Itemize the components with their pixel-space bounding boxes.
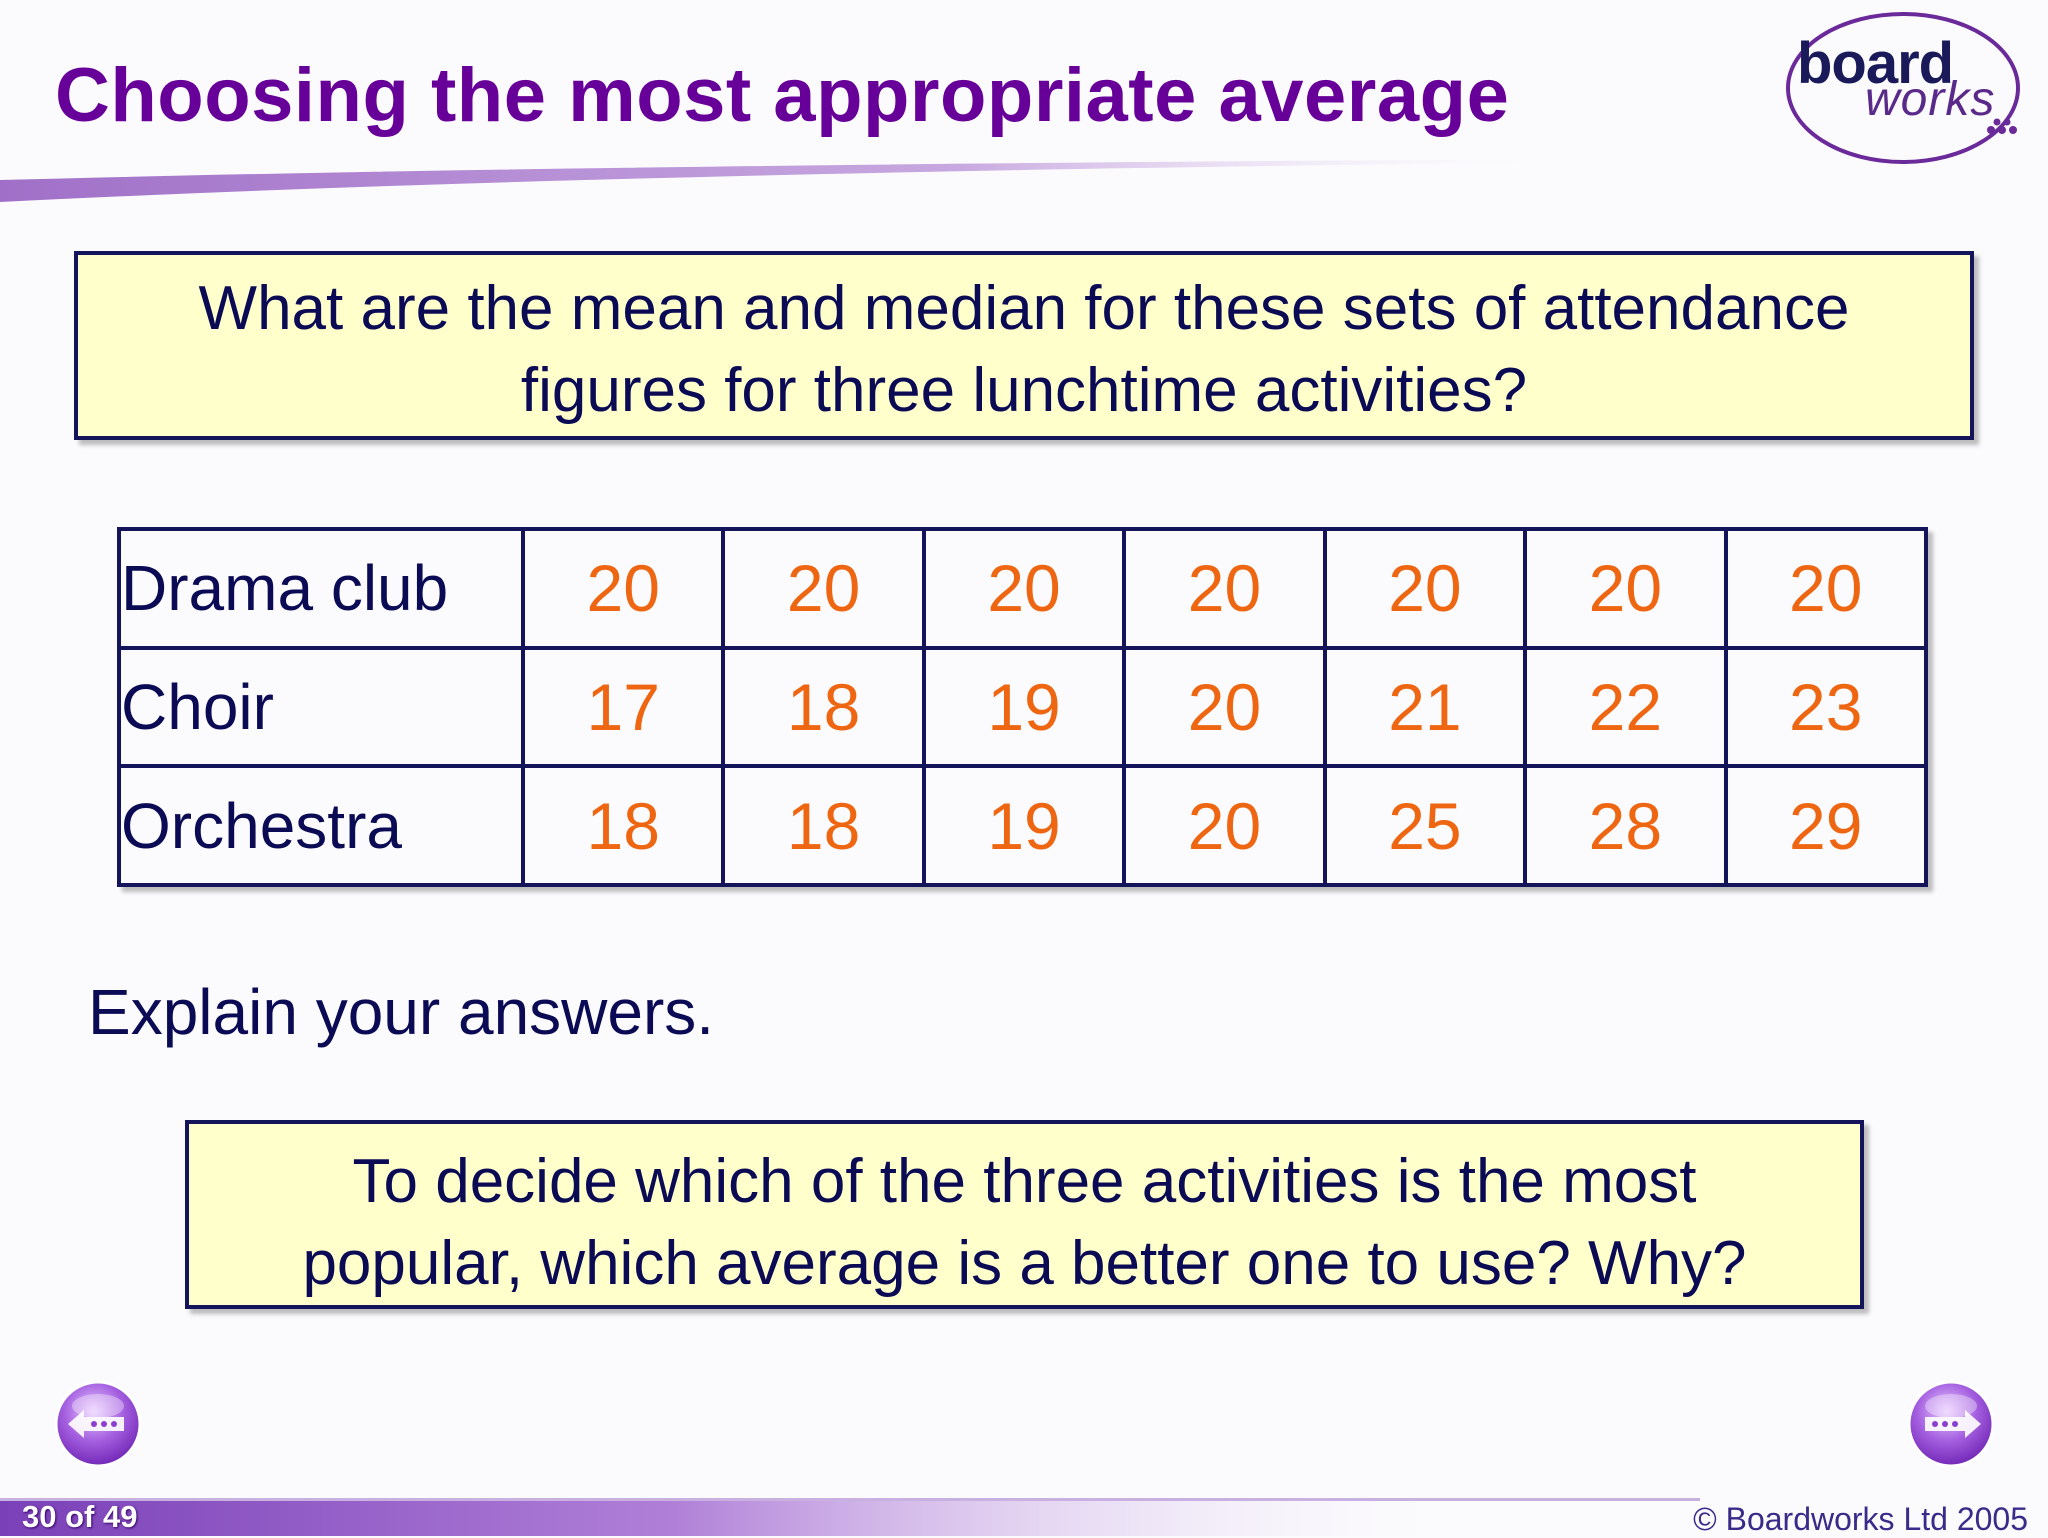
table-cell: 21 bbox=[1322, 645, 1528, 769]
back-arrow-icon[interactable] bbox=[52, 1378, 144, 1470]
attendance-table: Drama club 20 20 20 20 20 20 20 Choir 17… bbox=[117, 527, 1929, 887]
slide-title: Choosing the most appropriate average bbox=[55, 53, 1510, 138]
logo-text-works: works bbox=[1865, 73, 1996, 126]
decision-line-1: To decide which of the three activities … bbox=[352, 1147, 1697, 1216]
table-cell: 19 bbox=[921, 764, 1127, 887]
table-cell: 20 bbox=[1122, 764, 1327, 887]
table-cell: 29 bbox=[1723, 764, 1929, 887]
table-cell: 23 bbox=[1723, 645, 1929, 769]
explain-prompt: Explain your answers. bbox=[88, 976, 715, 1048]
question-line-1: What are the mean and median for these s… bbox=[198, 274, 1850, 343]
table-cell: 20 bbox=[1122, 527, 1327, 650]
table-cell: 20 bbox=[721, 527, 926, 650]
table-cell: 18 bbox=[721, 645, 926, 769]
table-cell: 20 bbox=[1322, 527, 1528, 650]
question-line-2: figures for three lunchtime activities? bbox=[520, 356, 1528, 425]
decision-box: To decide which of the three activities … bbox=[185, 1120, 1864, 1309]
page-indicator: 30 of 49 bbox=[22, 1499, 138, 1534]
table-cell: 18 bbox=[721, 764, 926, 887]
copyright-text: © Boardworks Ltd 2005 bbox=[1693, 1501, 2028, 1537]
table-row-drama-club: Drama club 20 20 20 20 20 20 20 bbox=[117, 527, 1929, 650]
table-row-orchestra: Orchestra 18 18 19 20 25 28 29 bbox=[117, 764, 1929, 887]
table-cell: 17 bbox=[520, 645, 726, 769]
table-cell: 20 bbox=[1723, 527, 1929, 650]
row-label: Drama club bbox=[117, 527, 525, 650]
title-underline bbox=[0, 159, 1600, 202]
table-cell: 20 bbox=[1122, 645, 1327, 769]
table-cell: 18 bbox=[520, 764, 726, 887]
decision-line-2: popular, which average is a better one t… bbox=[302, 1229, 1747, 1298]
table-cell: 20 bbox=[1523, 527, 1728, 650]
question-box: What are the mean and median for these s… bbox=[74, 251, 1974, 440]
table-cell: 20 bbox=[921, 527, 1127, 650]
row-label: Choir bbox=[117, 645, 525, 769]
table-cell: 28 bbox=[1523, 764, 1728, 887]
table-cell: 22 bbox=[1523, 645, 1728, 769]
footer-bar bbox=[0, 1498, 1700, 1536]
boardworks-logo bbox=[1786, 12, 2020, 164]
table-row-choir: Choir 17 18 19 20 21 22 23 bbox=[117, 645, 1929, 769]
logo-text-board: board bbox=[1797, 31, 1954, 96]
table-cell: 25 bbox=[1322, 764, 1528, 887]
forward-arrow-icon[interactable] bbox=[1905, 1378, 1997, 1470]
table-cell: 20 bbox=[520, 527, 726, 650]
row-label: Orchestra bbox=[117, 764, 525, 887]
table-cell: 19 bbox=[921, 645, 1127, 769]
